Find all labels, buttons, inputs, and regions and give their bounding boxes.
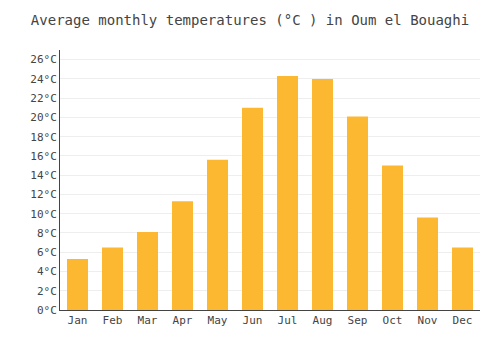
svg-text:18°C: 18°C [30,131,57,144]
svg-text:16°C: 16°C [30,150,57,163]
svg-text:22°C: 22°C [30,92,57,105]
svg-text:Nov: Nov [418,314,438,327]
svg-text:14°C: 14°C [30,169,57,182]
svg-text:Jun: Jun [243,314,263,327]
svg-text:Average monthly temperatures (: Average monthly temperatures (°C ) in Ou… [31,12,469,28]
svg-text:26°C: 26°C [30,53,57,66]
svg-text:May: May [208,314,228,327]
svg-text:8°C: 8°C [37,227,57,240]
svg-text:6°C: 6°C [37,246,57,259]
svg-text:0°C: 0°C [37,304,57,317]
svg-text:10°C: 10°C [30,208,57,221]
svg-text:Feb: Feb [103,314,123,327]
svg-text:Aug: Aug [313,314,333,327]
svg-text:Sep: Sep [348,314,368,327]
svg-text:Jul: Jul [278,314,298,327]
svg-text:2°C: 2°C [37,285,57,298]
svg-text:20°C: 20°C [30,111,57,124]
svg-text:Apr: Apr [173,314,193,327]
svg-text:4°C: 4°C [37,265,57,278]
svg-text:Jan: Jan [68,314,88,327]
svg-text:Mar: Mar [138,314,158,327]
svg-text:Dec: Dec [453,314,473,327]
svg-text:12°C: 12°C [30,188,57,201]
svg-text:Oct: Oct [383,314,403,327]
svg-text:24°C: 24°C [30,73,57,86]
